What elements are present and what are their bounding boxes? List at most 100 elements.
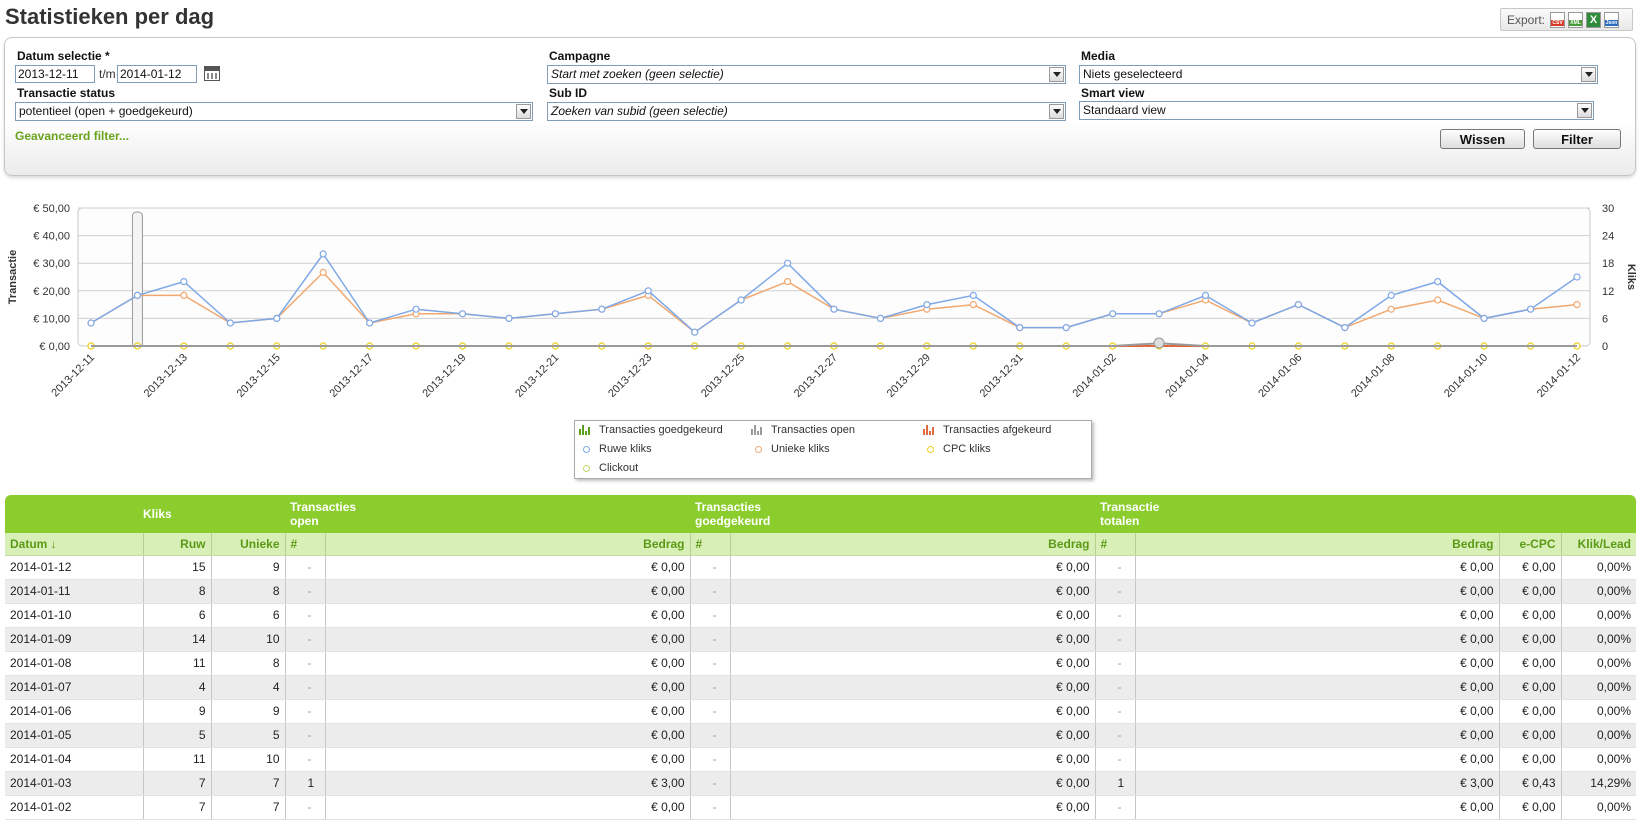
clear-button[interactable]: Wissen xyxy=(1440,129,1525,149)
data-point xyxy=(923,300,931,309)
data-point xyxy=(551,310,559,318)
excel-file-icon[interactable]: X xyxy=(1586,11,1602,28)
cell-datum: 2014-01-07 xyxy=(5,675,143,700)
advanced-filter-link[interactable]: Geavanceerd filter... xyxy=(15,129,130,143)
group-transacties-open: Transacties open xyxy=(285,495,690,533)
cell-open-n: - xyxy=(284,747,325,772)
group-transacties-goedgekeurd: Transacties goedgekeurd xyxy=(690,495,1095,533)
xml-file-icon[interactable]: XML xyxy=(1568,11,1584,28)
line-marker-icon xyxy=(923,444,937,454)
chevron-down-icon[interactable] xyxy=(1577,103,1592,118)
legend-label: Unieke kliks xyxy=(771,443,830,455)
legend-item-goedgekeurd[interactable]: Transacties goedgekeurd xyxy=(579,424,723,436)
x-tick-label: 2013-12-29 xyxy=(885,352,933,400)
chevron-down-icon[interactable] xyxy=(1049,67,1064,82)
col-goed-bedrag[interactable]: Bedrag xyxy=(729,533,1095,556)
data-point xyxy=(273,314,281,323)
data-point xyxy=(1016,324,1024,332)
bar-chart-icon xyxy=(751,425,765,435)
data-point xyxy=(412,305,420,313)
cell-datum: 2014-01-09 xyxy=(5,627,143,652)
y-right-tick-label: 6 xyxy=(1602,313,1608,325)
data-point xyxy=(87,319,95,327)
cell-ecpc: € 0,00 xyxy=(1498,651,1561,676)
col-open-count[interactable]: # xyxy=(284,533,325,556)
group-transactie-totalen: Transactie totalen xyxy=(1095,495,1636,533)
cell-unieke: 8 xyxy=(210,651,285,676)
date-from-input[interactable] xyxy=(15,65,95,83)
table-body: 2014-01-12 15 9- € 0,00- € 0,00- € 0,00 € 0,00… xyxy=(5,555,1636,820)
chevron-down-icon[interactable] xyxy=(1049,104,1064,119)
col-ecpc[interactable]: e-CPC xyxy=(1498,533,1561,556)
col-ruw[interactable]: Ruw xyxy=(142,533,211,556)
cell-datum: 2014-01-06 xyxy=(5,699,143,724)
data-point xyxy=(969,300,977,309)
x-tick-label: 2013-12-23 xyxy=(606,352,654,400)
cell-unieke: 9 xyxy=(210,555,285,580)
cell-ecpc: € 0,00 xyxy=(1498,795,1561,820)
calendar-icon[interactable] xyxy=(204,66,220,81)
smart-view-select[interactable]: Standaard view xyxy=(1079,101,1594,120)
campaign-select[interactable]: Start met zoeken (geen selectie) xyxy=(547,65,1066,84)
data-point xyxy=(1294,300,1302,309)
cell-open-n: - xyxy=(284,603,325,628)
col-tot-bedrag[interactable]: Bedrag xyxy=(1134,533,1499,556)
y-right-tick-label: 18 xyxy=(1602,258,1614,270)
legend-item-open[interactable]: Transacties open xyxy=(751,424,855,436)
cell-kliklead: 0,00% xyxy=(1560,627,1636,652)
col-klik-lead[interactable]: Klik/Lead xyxy=(1560,533,1636,556)
cell-open-bedrag: € 0,00 xyxy=(324,699,690,724)
cell-goed-bedrag: € 0,00 xyxy=(729,675,1095,700)
y-right-tick-label: 24 xyxy=(1602,231,1614,243)
data-point xyxy=(458,310,467,318)
transaction-status-select[interactable]: potentieel (open + goedgekeurd) xyxy=(15,102,533,121)
legend-item-cpc-kliks[interactable]: CPC kliks xyxy=(923,443,991,455)
group-empty xyxy=(5,495,143,533)
group-kliks: Kliks xyxy=(143,495,285,533)
export-toolbar: Export: CSV XML X Json xyxy=(1500,8,1633,31)
json-file-icon[interactable]: Json xyxy=(1604,11,1620,28)
y-left-tick-label: € 20,00 xyxy=(33,286,70,298)
cell-tot-bedrag: € 0,00 xyxy=(1134,579,1499,604)
data-point xyxy=(783,259,792,267)
cell-ruw: 11 xyxy=(142,651,211,676)
data-point xyxy=(1201,291,1210,300)
cell-open-n: - xyxy=(284,723,325,748)
col-tot-count[interactable]: # xyxy=(1094,533,1135,556)
subid-select[interactable]: Zoeken van subid (geen selectie) xyxy=(547,102,1066,121)
cell-goed-n: - xyxy=(689,555,730,580)
cell-goed-n: - xyxy=(689,627,730,652)
chart-legend: Transacties goedgekeurd Transacties open… xyxy=(574,420,1092,479)
chevron-down-icon[interactable] xyxy=(516,104,531,119)
legend-item-clickout[interactable]: Clickout xyxy=(579,462,638,474)
col-datum[interactable]: Datum ↓ xyxy=(5,533,143,556)
chevron-down-icon[interactable] xyxy=(1581,67,1596,82)
legend-label: Ruwe kliks xyxy=(599,443,652,455)
col-goed-count[interactable]: # xyxy=(689,533,730,556)
cell-goed-bedrag: € 0,00 xyxy=(729,747,1095,772)
table-row: 2014-01-11 8 8- € 0,00- € 0,00- € 0,00 € 0,00 0… xyxy=(5,579,1636,604)
y-right-tick-label: 0 xyxy=(1602,341,1608,353)
date-to-input[interactable] xyxy=(117,65,197,83)
media-value: Niets geselecteerd xyxy=(1083,67,1183,81)
cell-ecpc: € 0,00 xyxy=(1498,603,1561,628)
legend-item-afgekeurd[interactable]: Transacties afgekeurd xyxy=(923,424,1051,436)
col-open-bedrag[interactable]: Bedrag xyxy=(324,533,690,556)
cell-kliklead: 0,00% xyxy=(1560,795,1636,820)
x-tick-label: 2013-12-13 xyxy=(142,352,190,400)
data-point xyxy=(180,277,188,286)
bar-chart-icon xyxy=(579,425,593,435)
plot-frame xyxy=(77,207,1591,347)
legend-item-unieke-kliks[interactable]: Unieke kliks xyxy=(751,443,830,455)
media-select[interactable]: Niets geselecteerd xyxy=(1079,65,1598,84)
cell-open-n: - xyxy=(284,675,325,700)
csv-file-icon[interactable]: CSV xyxy=(1550,11,1566,28)
filter-button[interactable]: Filter xyxy=(1533,129,1621,149)
legend-item-ruwe-kliks[interactable]: Ruwe kliks xyxy=(579,443,652,455)
col-unieke[interactable]: Unieke xyxy=(210,533,285,556)
cell-ruw: 11 xyxy=(142,747,211,772)
x-tick-label: 2014-01-06 xyxy=(1256,352,1304,400)
y-right-tick-label: 30 xyxy=(1602,203,1614,215)
cell-datum: 2014-01-02 xyxy=(5,795,143,820)
cell-goed-bedrag: € 0,00 xyxy=(729,579,1095,604)
